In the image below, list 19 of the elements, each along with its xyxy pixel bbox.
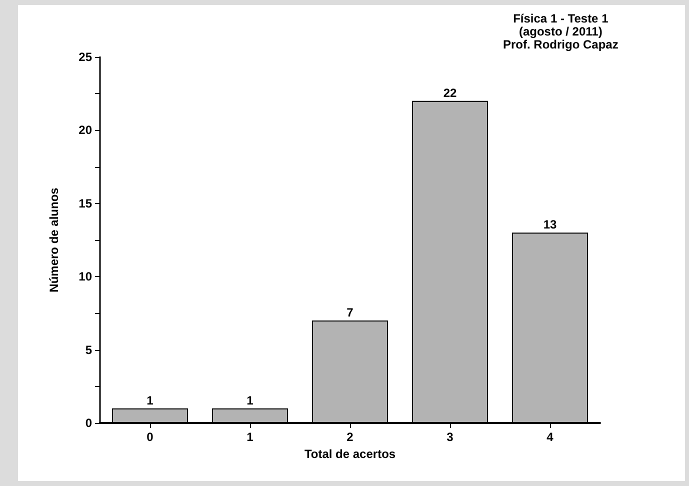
x-axis-title: Total de acertos (304, 446, 396, 461)
data-label: 22 (443, 86, 457, 100)
data-label: 13 (543, 218, 557, 232)
x-tick-label: 1 (246, 430, 254, 444)
data-label: 1 (146, 393, 154, 408)
y-tick-label: 20 (78, 123, 92, 138)
y-tick-label: 0 (85, 416, 92, 430)
y-tick-label: 15 (78, 196, 92, 210)
x-tick-label: 3 (446, 430, 454, 444)
chart-title: Física 1 - Teste 1 (agosto / 2011) Prof. Rodrigo Capaz (502, 12, 618, 52)
data-label: 7 (346, 306, 354, 320)
y-axis-title: Número de alunos (47, 187, 61, 292)
y-tick-label: 25 (78, 50, 92, 64)
x-tick-label: 2 (346, 430, 354, 444)
x-tick-label: 4 (546, 430, 554, 444)
y-tick-label: 10 (78, 270, 92, 284)
data-label: 1 (246, 393, 254, 408)
y-tick-label: 5 (85, 342, 92, 357)
x-tick-label: 0 (146, 430, 154, 444)
